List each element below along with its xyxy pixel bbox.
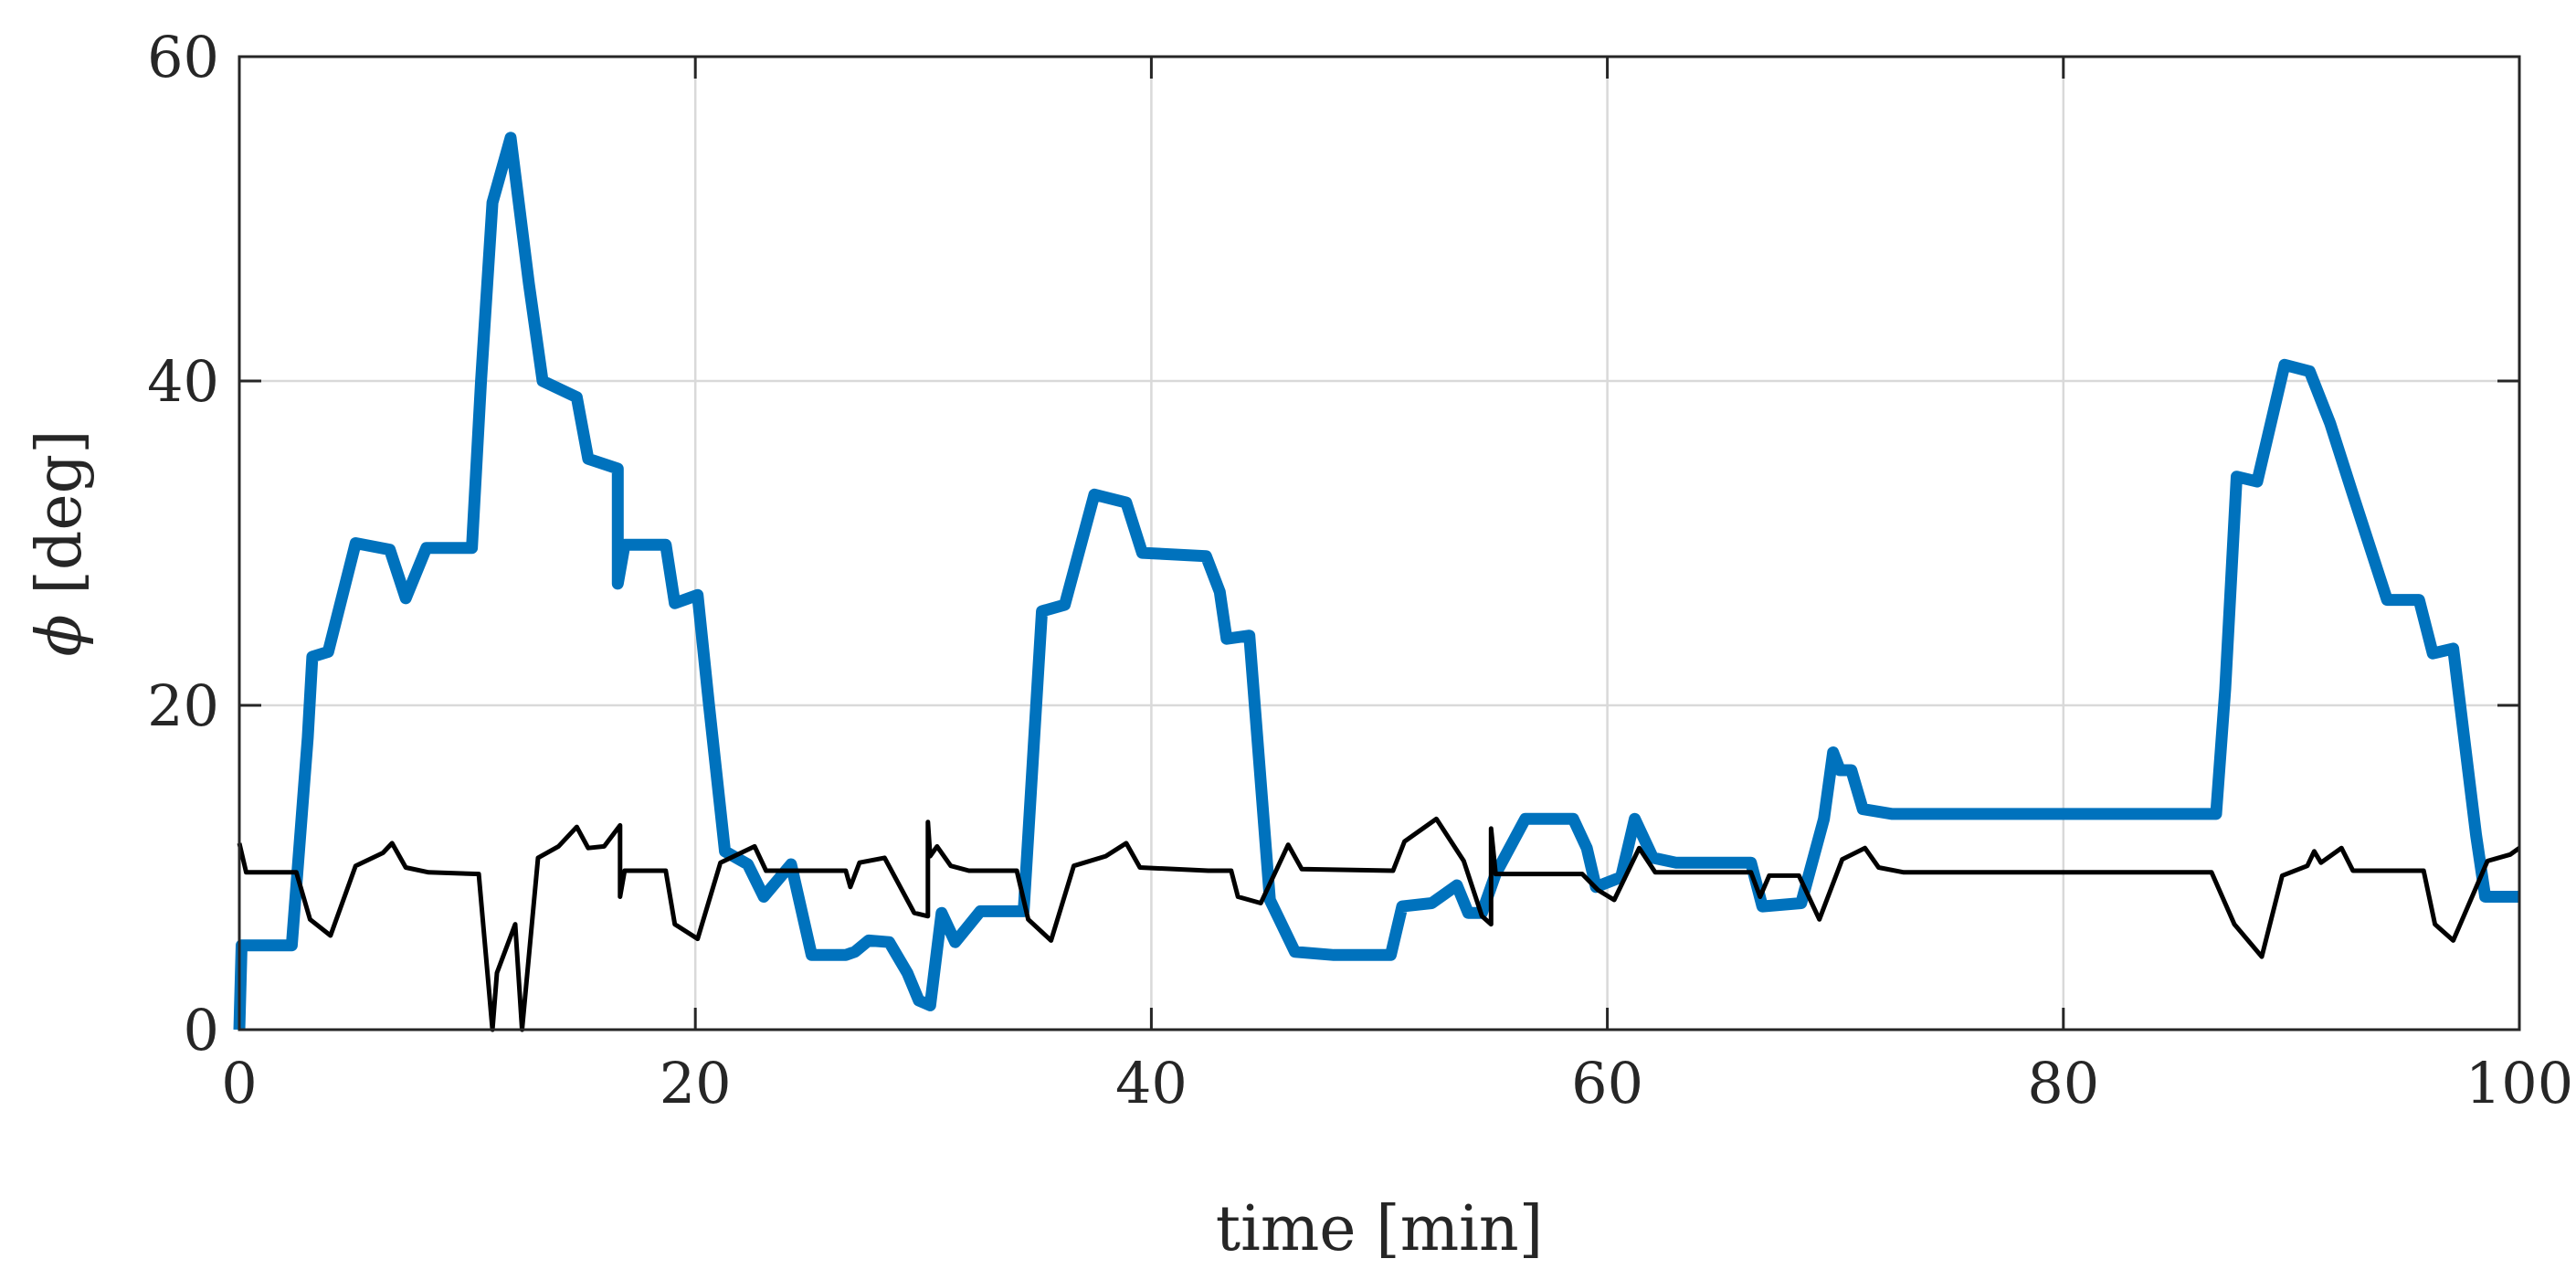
y-axis-label-unit: [deg] — [24, 429, 96, 594]
x-tick-label: 100 — [2465, 1050, 2573, 1116]
y-tick-labels: 0 20 40 60 — [147, 24, 219, 1063]
series-line-1 — [233, 132, 2519, 1031]
plot-series — [233, 132, 2521, 1032]
x-tick-label: 20 — [660, 1050, 732, 1116]
y-tick-label: 60 — [147, 24, 219, 90]
x-tick-label: 60 — [1571, 1050, 1643, 1116]
x-tick-label: 40 — [1115, 1050, 1188, 1116]
y-tick-label: 20 — [147, 672, 219, 739]
series-line-2 — [237, 816, 2521, 1032]
grid-lines — [239, 57, 2519, 1030]
x-axis-label: time [min] — [1216, 1193, 1544, 1265]
x-tick-label: 0 — [221, 1050, 257, 1116]
y-tick-label: 40 — [147, 348, 219, 415]
plot-frame — [238, 55, 2521, 1031]
axis-ticks — [238, 55, 2521, 1031]
y-tick-label: 0 — [184, 997, 219, 1063]
x-tick-labels: 0 20 40 60 80 100 — [221, 1050, 2573, 1116]
y-axis-label: ϕ [deg] — [24, 429, 96, 656]
y-axis-label-symbol: ϕ — [24, 614, 96, 656]
x-tick-label: 80 — [2027, 1050, 2099, 1116]
